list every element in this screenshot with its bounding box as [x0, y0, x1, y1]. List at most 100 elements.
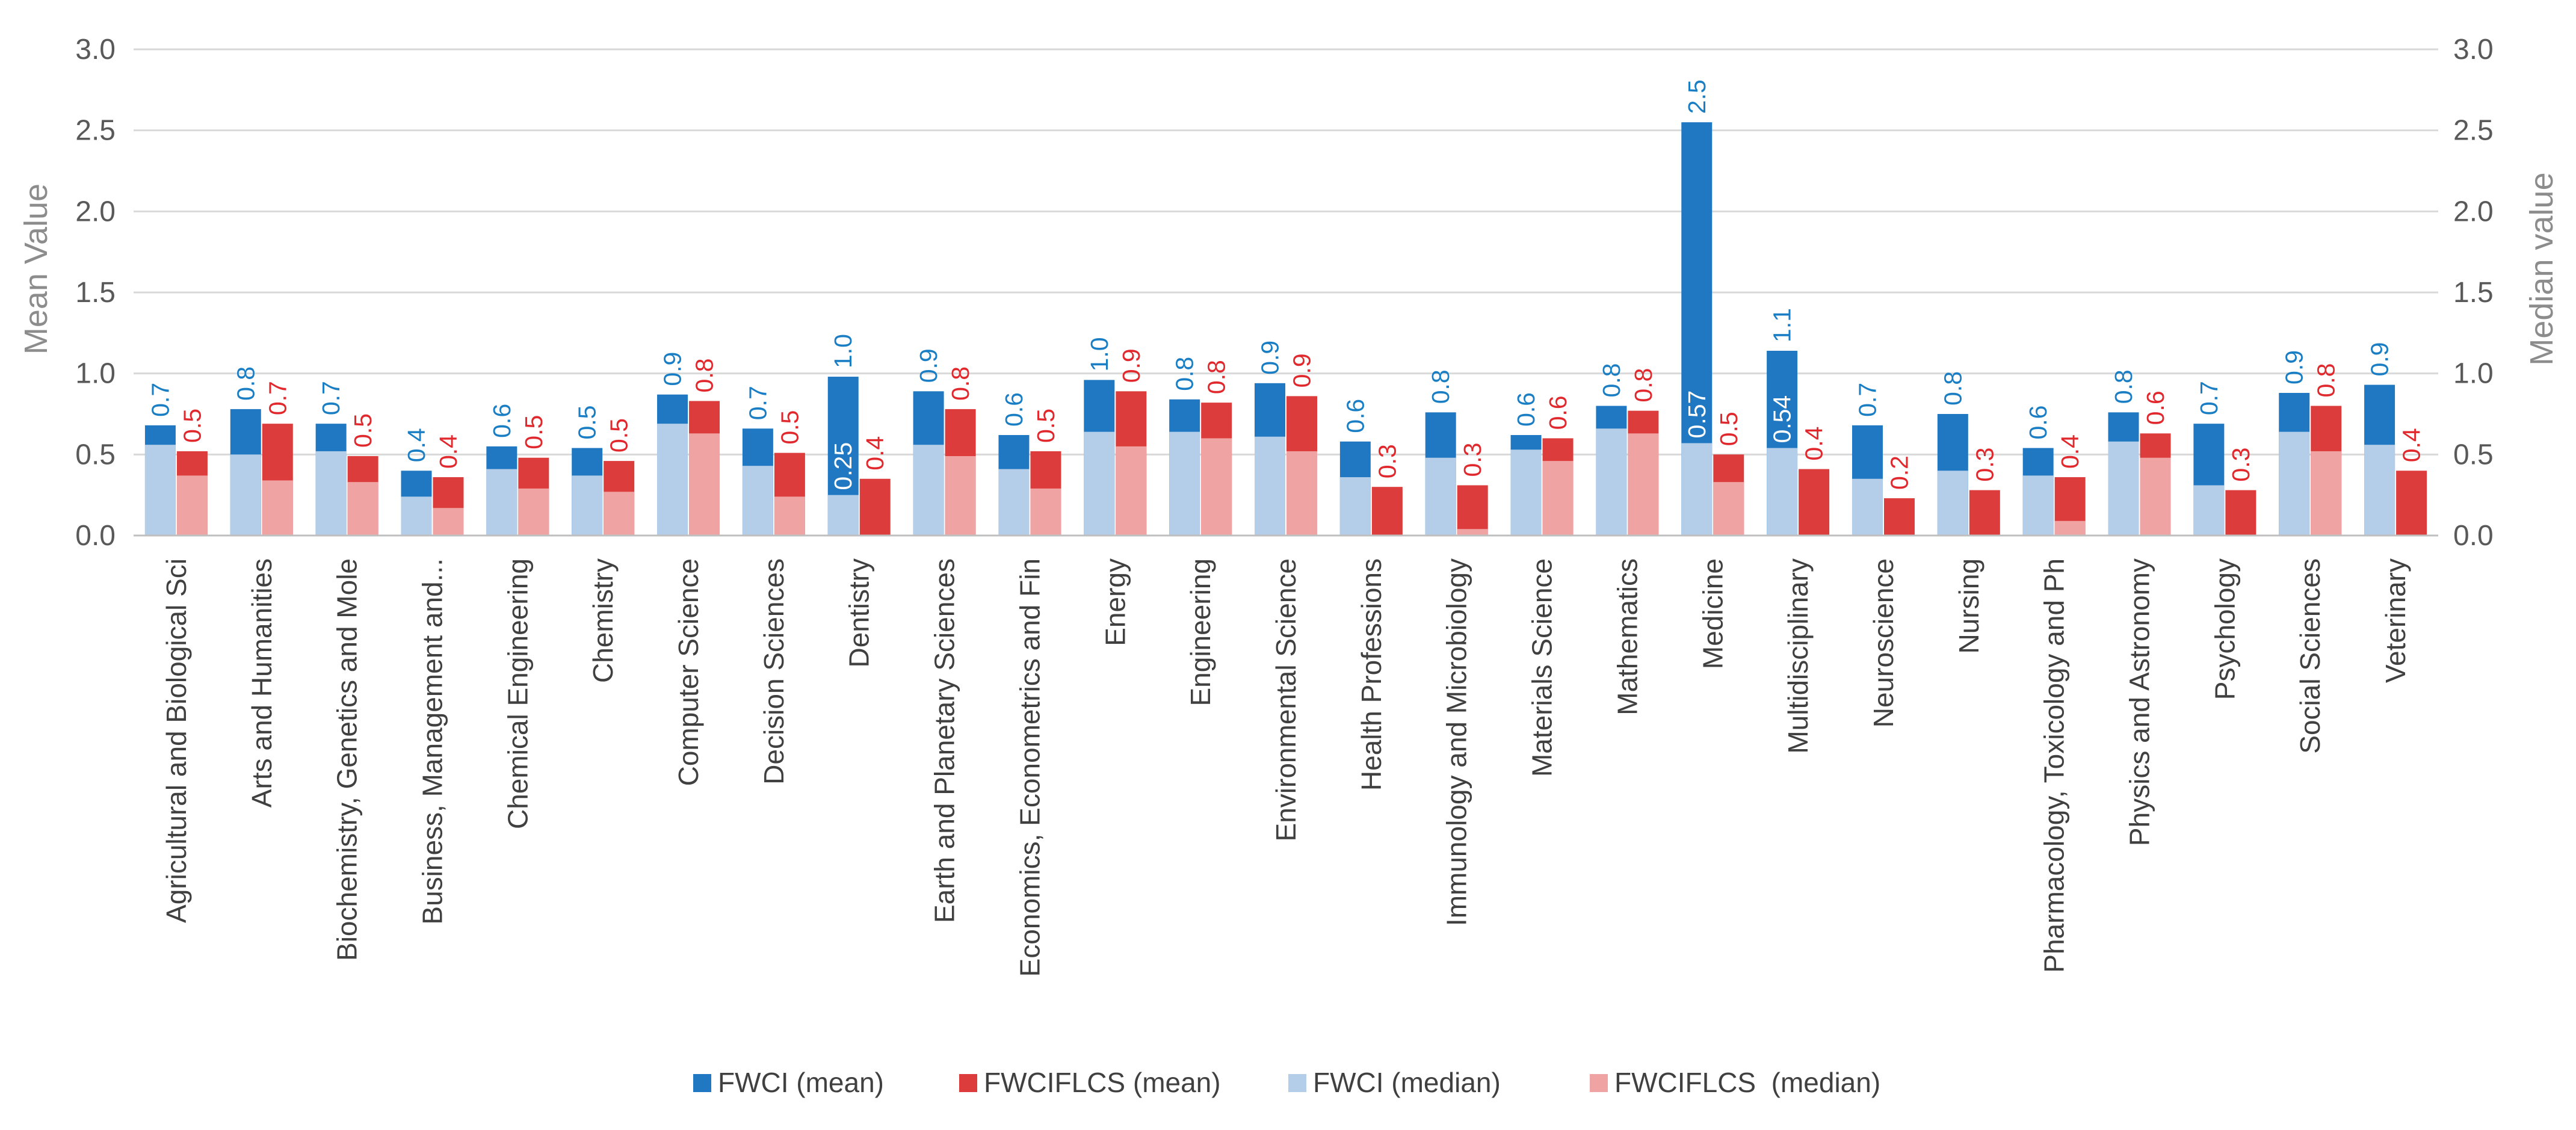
bar-fwci-median — [1937, 471, 1968, 536]
y2-tick-label: 3.0 — [2453, 34, 2494, 66]
data-labels: 0.70.50.8 0.7 0.70.5 0.4 0.40.6 0.5 0.5 0.50.9 0… — [146, 79, 2425, 490]
bar-fwciflcs-mean — [859, 478, 891, 536]
category-label: Social Sciences — [2294, 558, 2326, 754]
data-label-fwciflcs-mean: 0.5 — [1715, 412, 1743, 446]
data-label-fwci-mean: 0.6 — [1000, 392, 1028, 427]
data-label-fwciflcs-mean: 0.5 — [605, 418, 633, 452]
data-label-fwciflcs-mean: 0.2 — [1885, 455, 1913, 490]
data-label-fwciflcs-mean: 0.4 — [434, 434, 462, 469]
data-label-fwci-mean: 0.6 — [1341, 399, 1369, 433]
bar-fwciflcs-median — [689, 433, 720, 536]
category-label: Earth and Planetary Sciences — [929, 558, 960, 923]
bar-fwci-median — [2193, 485, 2225, 536]
bar-fwci-median — [315, 451, 347, 536]
bar-fwciflcs-median — [1713, 482, 1744, 536]
data-label-fwci-mean: 2.5 — [1683, 79, 1711, 114]
bar-fwci-median — [572, 475, 603, 536]
legend-swatch-fwci-median — [1288, 1074, 1306, 1092]
category-label: Neuroscience — [1868, 558, 1899, 727]
category-label: Nursing — [1953, 558, 1985, 654]
category-label: Arts and Humanities — [246, 558, 277, 807]
legend-swatch-fwci-mean — [693, 1074, 711, 1092]
bar-fwciflcs-mean — [1799, 469, 1830, 536]
bar-fwci-median — [1255, 436, 1285, 536]
bar-fwci-median — [1767, 448, 1798, 536]
data-label-fwci-mean: 0.7 — [744, 386, 771, 420]
bar-fwciflcs-median — [518, 488, 549, 536]
data-label-fwciflcs-mean: 0.9 — [1288, 353, 1316, 387]
data-label-fwciflcs-mean: 0.5 — [1032, 409, 1060, 443]
bar-fwciflcs-mean — [1457, 485, 1488, 536]
category-label: Physics and Astronomy — [2124, 558, 2155, 846]
category-label: Business, Management and... — [416, 558, 448, 925]
bar-fwci-median — [144, 445, 176, 536]
data-label-fwciflcs-mean: 0.4 — [2056, 434, 2084, 469]
category-label: Psychology — [2209, 558, 2240, 700]
bar-fwciflcs-mean — [1883, 498, 1915, 536]
data-label-fwci-mean: 0.7 — [146, 383, 174, 417]
data-label-fwci-mean: 0.5 — [573, 406, 601, 440]
bar-fwciflcs-median — [1116, 446, 1147, 536]
y2-axis-title: Median value — [2524, 172, 2560, 365]
bar-fwciflcs-mean — [2225, 490, 2256, 536]
category-label: Multidisciplinary — [1782, 558, 1814, 754]
data-label-fwciflcs-mean: 0.8 — [1203, 360, 1231, 394]
category-labels: Agricultural and Biological Sci Arts and … — [161, 558, 2411, 977]
data-label-fwciflcs-mean: 0.4 — [1800, 427, 1828, 461]
bar-fwciflcs-median — [774, 496, 805, 536]
bar-fwciflcs-median — [433, 508, 464, 536]
bar-fwci-median — [1425, 457, 1456, 536]
data-label-fwci-mean: 1.0 — [829, 334, 857, 368]
data-label-fwciflcs-mean: 0.5 — [520, 415, 548, 449]
gridlines — [134, 48, 2438, 455]
bar-fwci-median — [913, 445, 944, 536]
bar-fwciflcs-median — [2054, 520, 2086, 536]
bar-fwci-median — [998, 469, 1030, 536]
data-label-fwciflcs-mean: 0.3 — [1373, 444, 1401, 478]
bar-fwciflcs-median — [2140, 457, 2171, 536]
category-label: Mathematics — [1611, 558, 1643, 715]
bar-fwci-median — [2108, 441, 2139, 536]
bar-fwciflcs-median — [1542, 461, 1574, 536]
data-label-fwci-mean: 0.8 — [1939, 371, 1966, 406]
data-label-fwci-mean: 0.7 — [2195, 381, 2223, 415]
legend-label-fwciflcs-mean: FWCIFLCS (mean) — [984, 1067, 1221, 1098]
bar-fwciflcs-median — [1286, 451, 1317, 536]
data-label-fwci-mean: 0.7 — [1853, 383, 1881, 417]
legend-label-fwci-mean: FWCI (mean) — [718, 1067, 884, 1098]
bar-fwci-median — [2022, 475, 2054, 536]
bar-fwci-median — [1681, 443, 1713, 536]
bar-fwci-median — [401, 496, 432, 536]
data-label-fwci-mean: 0.8 — [1598, 363, 1625, 398]
y2-tick-label: 1.5 — [2453, 277, 2494, 309]
data-label-fwciflcs-mean: 0.8 — [691, 358, 718, 392]
bar-fwciflcs-mean — [1371, 487, 1403, 536]
y2-tick-label: 2.0 — [2453, 196, 2494, 227]
y-tick-label: 0.5 — [75, 439, 116, 471]
bar-fwciflcs-median — [1457, 529, 1488, 536]
data-label-fwciflcs-mean: 0.6 — [2142, 391, 2169, 425]
bar-fwci-median — [1084, 431, 1115, 536]
data-label-fwci-mean: 0.7 — [317, 381, 345, 415]
y-tick-label: 2.0 — [75, 196, 116, 227]
y-tick-label: 2.5 — [75, 115, 116, 147]
data-label-fwci-mean: 1.0 — [1086, 337, 1113, 371]
data-label-fwci-mean: 0.4 — [403, 428, 430, 462]
bar-fwciflcs-median — [176, 475, 208, 536]
data-label-fwci-mean: 0.8 — [2110, 369, 2137, 404]
bar-fwci-median — [1596, 428, 1627, 536]
bar-fwciflcs-median — [1201, 438, 1232, 536]
data-label-fwci-mean: 0.9 — [915, 348, 942, 383]
bars — [144, 122, 2427, 536]
data-label-fwciflcs-mean: 0.9 — [1117, 348, 1145, 383]
category-label: Agricultural and Biological Sci — [161, 558, 192, 923]
data-label-fwci-mean: 0.6 — [488, 404, 516, 438]
bar-fwci-median — [657, 424, 688, 536]
bar-fwci-median — [486, 469, 517, 536]
bar-fwciflcs-median — [1628, 433, 1659, 536]
data-label-fwci-mean: 0.6 — [2024, 406, 2052, 440]
legend-label-fwci-median: FWCI (median) — [1313, 1067, 1501, 1098]
bar-fwci-median — [742, 466, 773, 536]
category-label: Decision Sciences — [758, 558, 789, 785]
data-label-fwci-mean: 0.9 — [2366, 342, 2394, 377]
